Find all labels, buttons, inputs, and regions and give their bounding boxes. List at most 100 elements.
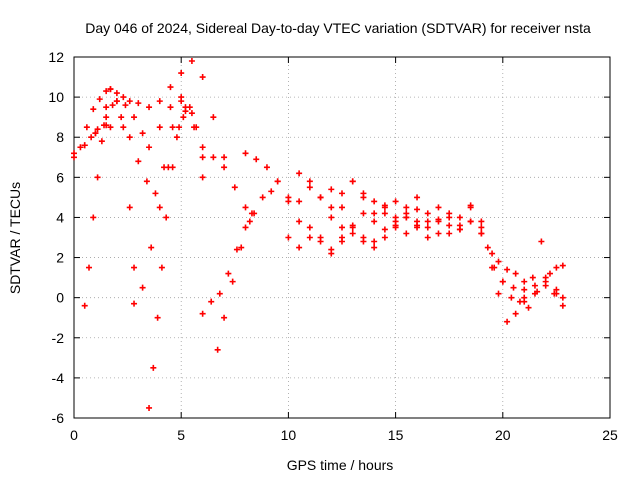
data-point [306, 178, 313, 185]
data-point [113, 98, 120, 105]
data-point [478, 224, 485, 231]
data-point [446, 222, 453, 229]
series-track-19 [478, 230, 566, 325]
data-point [139, 284, 146, 291]
data-point [158, 264, 165, 271]
data-point [424, 218, 431, 225]
data-point [424, 224, 431, 231]
data-point [504, 266, 511, 273]
x-tick-label: 20 [495, 427, 511, 443]
data-point [176, 124, 183, 131]
chart-title: Day 046 of 2024, Sidereal Day-to-day VTE… [85, 20, 591, 36]
series-track-14 [274, 178, 485, 253]
data-point [188, 58, 195, 65]
y-tick-label: 0 [56, 290, 64, 306]
data-point [489, 250, 496, 257]
data-point [516, 298, 523, 305]
data-point [263, 164, 270, 171]
data-point [521, 278, 528, 285]
series-track-15 [285, 204, 421, 257]
data-point [90, 214, 97, 221]
data-point [109, 102, 116, 109]
data-point [146, 404, 153, 411]
data-point [508, 294, 515, 301]
data-point [143, 178, 150, 185]
data-point [529, 274, 536, 281]
data-point [107, 86, 114, 93]
series-track-16 [296, 170, 474, 225]
data-point [167, 104, 174, 111]
data-point [259, 194, 266, 201]
series-track-13 [242, 150, 485, 231]
data-point [77, 144, 84, 151]
data-point [169, 164, 176, 171]
x-tick-label: 10 [281, 427, 297, 443]
data-point [306, 234, 313, 241]
data-point [216, 290, 223, 297]
series-track-22 [521, 238, 560, 301]
data-point [414, 218, 421, 225]
data-point [495, 258, 502, 265]
data-point [233, 246, 240, 253]
data-point [371, 198, 378, 205]
data-point [135, 158, 142, 165]
data-point [446, 230, 453, 237]
data-point [414, 194, 421, 201]
data-point [126, 98, 133, 105]
data-point [371, 238, 378, 245]
data-point [306, 224, 313, 231]
data-point [86, 264, 93, 271]
data-point [285, 234, 292, 241]
y-tick-label: -6 [52, 410, 65, 426]
y-axis: -6 -4 -2 0 2 4 6 8 10 12 [48, 49, 610, 426]
data-point [191, 124, 198, 131]
data-point [231, 184, 238, 191]
data-point [553, 264, 560, 271]
data-point [435, 204, 442, 211]
series-track-5 [92, 98, 138, 271]
data-point [512, 270, 519, 277]
data-point [131, 300, 138, 307]
data-point [392, 198, 399, 205]
x-tick-label: 15 [388, 427, 404, 443]
data-point [371, 210, 378, 217]
data-point [553, 290, 560, 297]
data-point [504, 318, 511, 325]
data-point [349, 178, 356, 185]
data-point [148, 244, 155, 251]
series-track-6 [81, 122, 110, 309]
data-point [456, 214, 463, 221]
data-point [339, 238, 345, 245]
y-axis-title: SDTVAR / TECUs [7, 182, 23, 294]
data-point [163, 214, 170, 221]
data-point [188, 110, 195, 117]
series-track-20 [489, 250, 566, 311]
data-point [154, 314, 161, 321]
data-point [559, 262, 566, 269]
data-point [414, 206, 421, 213]
data-point [103, 88, 110, 95]
data-point [424, 234, 431, 241]
data-point [242, 150, 249, 157]
data-point [296, 244, 303, 251]
data-point [456, 226, 463, 233]
y-tick-label: -2 [52, 330, 65, 346]
series-track-4 [81, 122, 114, 149]
y-tick-label: 6 [56, 169, 64, 185]
x-tick-label: 0 [70, 427, 78, 443]
data-point [214, 346, 221, 353]
data-point [521, 294, 528, 301]
data-point [489, 264, 496, 271]
data-point [253, 156, 260, 163]
data-point [403, 210, 410, 217]
data-point [534, 288, 541, 295]
y-tick-label: 4 [56, 209, 64, 225]
data-point [296, 198, 303, 205]
data-point [559, 294, 566, 301]
data-point [360, 238, 367, 245]
data-point [403, 204, 410, 211]
data-point [360, 210, 367, 217]
data-point [538, 238, 545, 245]
data-point [328, 186, 335, 193]
